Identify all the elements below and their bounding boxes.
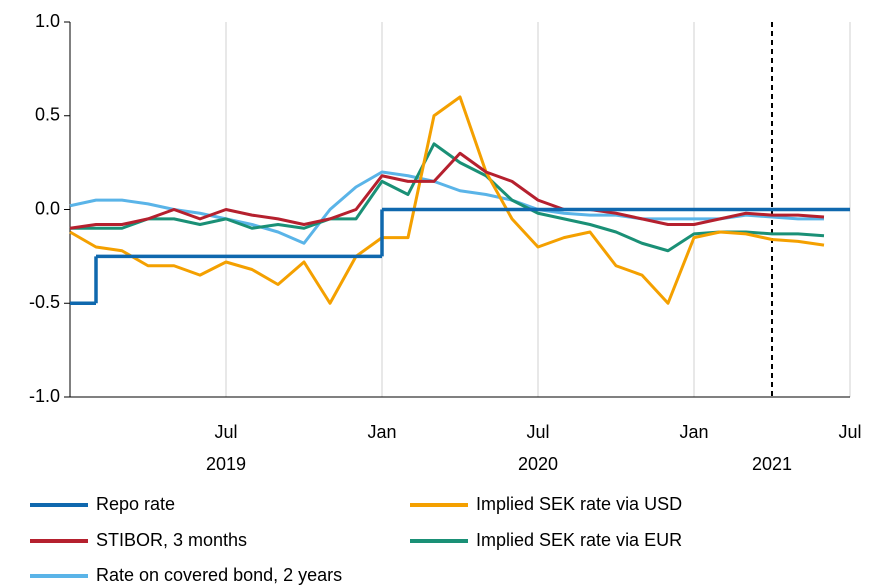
x-tick-label: Jul — [526, 422, 549, 442]
y-tick-label: 1.0 — [35, 11, 60, 31]
legend-label: Implied SEK rate via USD — [476, 494, 682, 514]
x-tick-label: Jan — [679, 422, 708, 442]
y-tick-label: 0.0 — [35, 198, 60, 218]
year-label: 2019 — [206, 454, 246, 474]
x-tick-label: Jul — [214, 422, 237, 442]
year-label: 2021 — [752, 454, 792, 474]
series-line — [69, 151, 825, 230]
legend-label: Implied SEK rate via EUR — [476, 530, 682, 550]
legend-label: Rate on covered bond, 2 years — [96, 565, 342, 585]
y-tick-label: -1.0 — [29, 386, 60, 406]
y-tick-label: 0.5 — [35, 105, 60, 125]
legend-label: Repo rate — [96, 494, 175, 514]
y-tick-label: -0.5 — [29, 292, 60, 312]
series-line — [69, 95, 825, 305]
x-tick-label: Jul — [838, 422, 861, 442]
year-label: 2020 — [518, 454, 558, 474]
x-tick-label: Jan — [367, 422, 396, 442]
series-line — [69, 170, 824, 245]
legend-label: STIBOR, 3 months — [96, 530, 247, 550]
series-line — [70, 142, 825, 253]
